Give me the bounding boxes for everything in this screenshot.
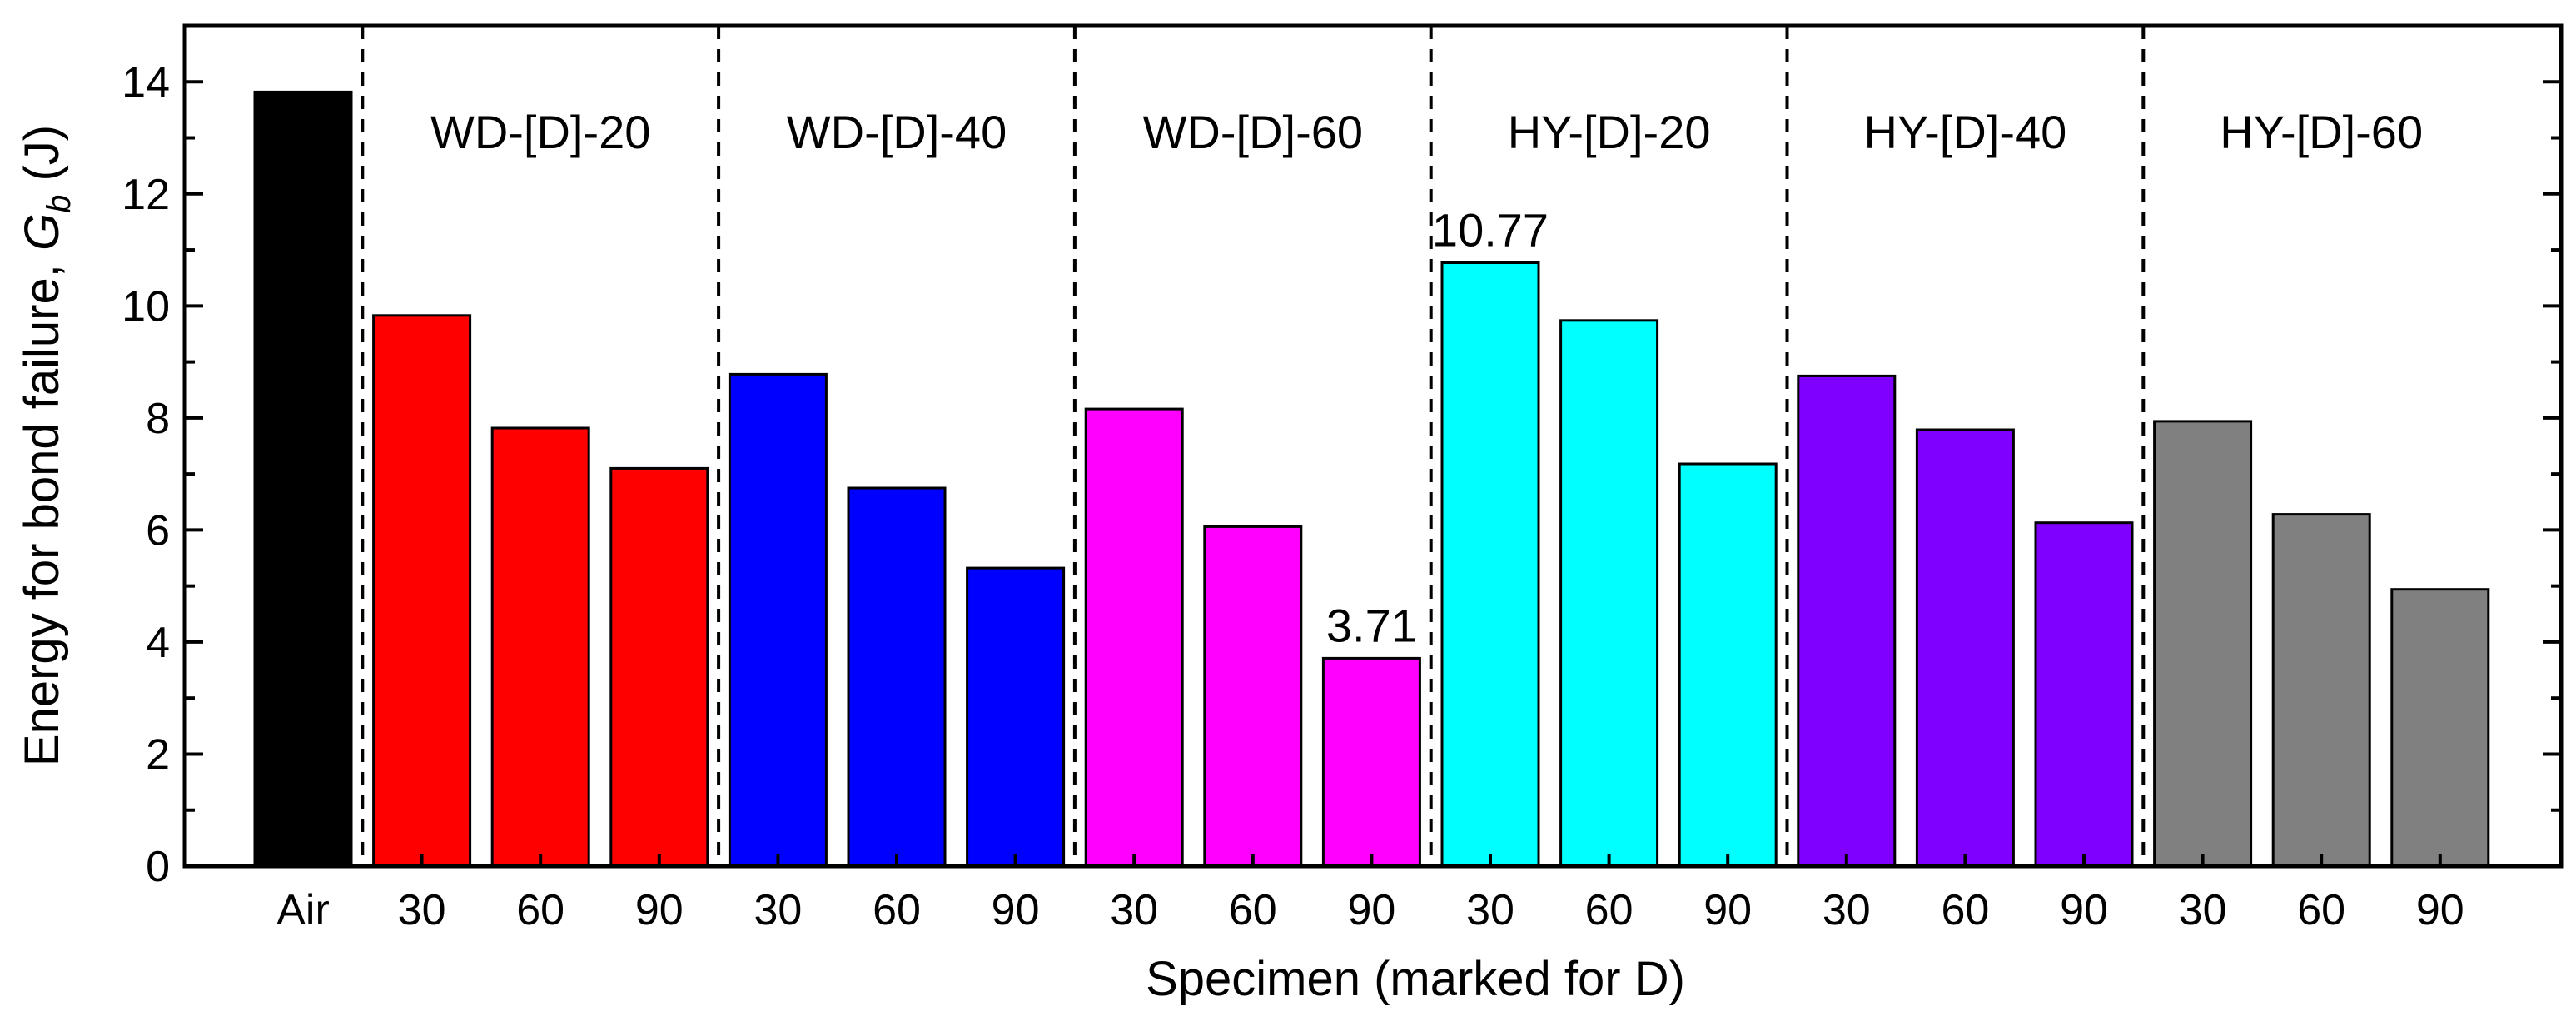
bar-10 xyxy=(1440,261,1540,868)
x-tick-label-6: 90 xyxy=(992,886,1040,934)
x-tick-label-12: 90 xyxy=(1703,886,1752,934)
bar-12 xyxy=(1678,462,1778,868)
x-axis-title: Specimen (marked for D) xyxy=(1146,952,1685,1006)
y-axis-title: Energy for bond failure, Gb (J) xyxy=(15,125,77,766)
bar-16 xyxy=(2153,420,2253,868)
bar-4 xyxy=(728,372,828,868)
bar-11 xyxy=(1559,319,1659,868)
y-axis-title-unit: (J) xyxy=(15,125,69,195)
group-label-5: HY-[D]-60 xyxy=(2220,106,2423,158)
y-tick-label-2: 4 xyxy=(146,619,170,667)
y-tick-label-1: 2 xyxy=(146,730,170,779)
group-label-1: WD-[D]-40 xyxy=(787,106,1007,158)
x-tick-label-7: 30 xyxy=(1110,886,1158,934)
y-axis-title-subscript: b xyxy=(41,195,77,213)
y-tick-label-6: 12 xyxy=(122,171,170,219)
y-tick-label-7: 14 xyxy=(122,58,170,107)
x-tick-label-1: 30 xyxy=(398,886,446,934)
x-tick-label-4: 30 xyxy=(753,886,802,934)
y-tick-label-0: 0 xyxy=(146,843,170,891)
y-tick-label-4: 8 xyxy=(146,395,170,443)
data-label-0: 3.71 xyxy=(1326,599,1417,651)
bar-9 xyxy=(1321,656,1421,868)
group-label-3: HY-[D]-20 xyxy=(1508,106,1711,158)
bar-5 xyxy=(847,486,947,868)
x-tick-label-5: 60 xyxy=(873,886,921,934)
bar-3 xyxy=(609,466,709,868)
group-label-4: HY-[D]-40 xyxy=(1864,106,2067,158)
bar-14 xyxy=(1915,428,2015,868)
y-axis-title-text: Energy for bond failure, xyxy=(15,251,69,766)
bar-6 xyxy=(966,566,1066,868)
ticks-layer xyxy=(185,80,2561,868)
x-tick-label-13: 30 xyxy=(1823,886,1871,934)
x-tick-label-2: 60 xyxy=(516,886,564,934)
bar-18 xyxy=(2390,588,2490,868)
x-tick-label-11: 60 xyxy=(1585,886,1634,934)
x-tick-label-8: 60 xyxy=(1229,886,1277,934)
y-tick-label-3: 6 xyxy=(146,506,170,555)
group-label-0: WD-[D]-20 xyxy=(430,106,650,158)
bar-8 xyxy=(1203,525,1303,868)
x-tick-label-10: 30 xyxy=(1466,886,1514,934)
bar-1 xyxy=(372,314,472,868)
x-tick-label-9: 90 xyxy=(1347,886,1395,934)
bar-17 xyxy=(2271,513,2371,868)
y-axis-title-symbol: G xyxy=(15,213,69,251)
bar-13 xyxy=(1797,374,1897,868)
group-label-2: WD-[D]-60 xyxy=(1143,106,1363,158)
x-tick-label-18: 90 xyxy=(2416,886,2464,934)
y-tick-label-5: 10 xyxy=(122,282,170,331)
bar-15 xyxy=(2034,521,2134,868)
x-tick-label-3: 90 xyxy=(635,886,684,934)
data-label-1: 10.77 xyxy=(1432,204,1549,256)
bar-0 xyxy=(253,90,353,868)
bar-7 xyxy=(1084,407,1184,868)
x-tick-label-17: 60 xyxy=(2297,886,2345,934)
x-tick-label-15: 90 xyxy=(2060,886,2108,934)
x-tick-label-0: Air xyxy=(276,886,330,934)
x-tick-label-16: 30 xyxy=(2179,886,2227,934)
divider-layer xyxy=(361,26,2146,866)
x-tick-label-14: 60 xyxy=(1941,886,1989,934)
labels-layer: WD-[D]-20 WD-[D]-40 WD-[D]-60 HY-[D]-20 HY-[… xyxy=(122,58,2464,934)
bars-layer xyxy=(253,90,2490,868)
bar-2 xyxy=(490,426,590,868)
